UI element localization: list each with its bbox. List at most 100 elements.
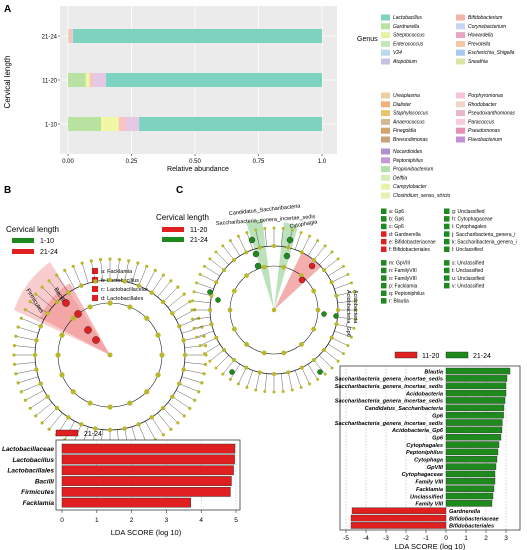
panel-b-cladogram-branch	[138, 266, 147, 286]
panel-c-cladogram-node	[236, 382, 240, 386]
panel-a-bar-segment	[101, 117, 119, 131]
panel-c-cladogram-node	[299, 231, 303, 235]
panel-a-bar-segment	[68, 117, 102, 131]
panel-c-cladogram-node	[214, 280, 219, 285]
panel-c-clade-key-label: o: FamilyVIII	[389, 276, 417, 282]
panel-c-bar	[445, 375, 508, 382]
panel-b-cladogram-node	[59, 332, 65, 338]
panel-c-bar	[445, 478, 496, 485]
panel-b-cladogram-branch	[41, 407, 58, 424]
panel-b-bar-label: Bacilli	[35, 478, 54, 485]
panel-c-clado-legend-label-1: 11-20	[190, 227, 207, 234]
panel-c-clade-key-swatch	[381, 275, 387, 281]
panel-a-xtick-label: 0.50	[189, 159, 201, 165]
panel-c-cladogram-node-highlight	[254, 262, 262, 270]
panel-c-cladogram-branch	[215, 355, 229, 369]
panel-b-cladogram-node	[197, 390, 201, 394]
panel-c-cladogram-node	[330, 250, 334, 254]
panel-b-cladogram-node	[153, 268, 157, 272]
panel-c-cladogram-branch	[319, 355, 333, 369]
panel-c-cladogram-node	[286, 370, 291, 375]
panel-a-bar-segment	[68, 29, 69, 43]
panel-a-legend-swatch	[456, 110, 465, 117]
panel-b-cladogram-branch	[15, 336, 37, 341]
panel-a-legend-swatch	[381, 127, 390, 134]
panel-c-clade-key-label: a: Gp6	[389, 209, 404, 215]
panel-c-cladogram-node	[231, 288, 237, 294]
panel-a-ytick-label: 11-20	[42, 79, 58, 85]
panel-c-cladogram-node	[245, 385, 249, 389]
panel-b-cladogram-branch	[184, 345, 206, 348]
panel-c-cladogram-node	[329, 335, 334, 340]
panel-c-cladogram-node	[257, 370, 262, 375]
panel-c-cladogram-branch	[209, 349, 225, 362]
panel-c-clade-key-swatch	[444, 208, 450, 214]
panel-c-cladogram-node-highlight	[283, 252, 291, 260]
panel-b-cladogram-node	[28, 406, 32, 410]
panel-b-clade-key-swatch	[92, 286, 98, 292]
panel-b-cladogram-node	[149, 290, 154, 295]
panel-c-cladogram-node	[336, 359, 340, 363]
panel-c-cladogram-node	[245, 231, 249, 235]
panel-b-cladogram-branch	[18, 376, 39, 384]
panel-a-legend-label: Paracoccus	[468, 119, 495, 125]
panel-c-bar	[445, 463, 497, 470]
panel-c-cladogram-node-highlight	[229, 369, 235, 375]
panel-c-clade-key-swatch	[444, 216, 450, 222]
panel-b-cladogram-node	[108, 257, 112, 261]
panel-c-bar-legend-label-2: 21-24	[473, 353, 491, 360]
panel-c-bar	[445, 389, 507, 397]
panel-c-cladogram-node-highlight	[317, 369, 323, 375]
panel-c-cladogram-branch	[301, 367, 310, 384]
panel-b-cladogram-node	[45, 394, 50, 399]
panel-c-cladogram-branch	[194, 324, 212, 329]
panel-c-cladogram-node	[195, 281, 199, 285]
panel-b-cladogram-node	[79, 422, 84, 427]
panel-a-bar-segment	[139, 117, 322, 131]
panel-a-xtick-label: 0.75	[253, 159, 265, 165]
panel-a-legend-swatch	[381, 14, 390, 21]
panel-a-legend-swatch	[456, 14, 465, 21]
panel-c-cladogram-node	[299, 365, 304, 370]
panel-b-cladogram-node	[160, 405, 166, 411]
panel-b-cladogram-node	[144, 389, 150, 395]
panel-c-cladogram-node	[244, 273, 249, 278]
panel-c-cladogram-node-highlight	[207, 289, 213, 295]
panel-a-legend-label: Ureaplasma	[393, 93, 420, 99]
panel-c-cladogram-branch	[294, 232, 302, 250]
panel-b-cladogram-node	[181, 367, 186, 372]
panel-c-cladogram-branch	[307, 240, 318, 256]
panel-c-bar-label: Family VIII	[415, 480, 443, 486]
panel-c-cladogram-node	[299, 342, 304, 347]
panel-c-cladogram-node	[191, 299, 195, 303]
panel-c-cladogram-node	[254, 388, 258, 392]
panel-b-cladogram-node	[176, 421, 180, 425]
panel-b-cladogram-branch	[157, 412, 172, 430]
panel-a-legend-label: Campylobacter	[393, 184, 427, 190]
panel-b-cladogram-branch	[124, 260, 129, 282]
panel-b-legend-swatch-2	[12, 249, 34, 254]
panel-c-cladogram-node	[349, 281, 353, 285]
panel-b-cladogram-node	[19, 390, 23, 394]
panel-c-xtick-label: 0	[444, 535, 448, 542]
panel-c-clade-key-label: e: Bifidobacteriaceae	[389, 239, 436, 245]
panel-b-cladogram-node	[98, 257, 103, 262]
panel-a-legend-label: Brevundimonas	[393, 137, 428, 143]
panel-c-bar-label: Blautia	[424, 369, 443, 375]
panel-c-bar-legend-swatch-2	[445, 351, 469, 359]
panel-b-bar-label: Firmicutes	[21, 489, 54, 496]
panel-b-cladogram-node	[89, 259, 93, 263]
panel-c-cladogram-branch	[280, 373, 284, 392]
panel-c-cladogram-node	[228, 239, 232, 243]
panel-a-bar-segment	[106, 73, 322, 87]
panel-c-clade-highlight-cytophagia	[274, 222, 298, 310]
panel-b-cladogram-branch	[117, 259, 120, 281]
panel-c-bar	[445, 426, 503, 434]
panel-b-cladogram-node	[197, 316, 201, 320]
panel-c-clade-key-label: j: Saccharibacteria_genera_i	[451, 232, 515, 238]
panel-c-cladogram-node	[261, 264, 267, 270]
panel-b-cladogram-node	[170, 311, 175, 316]
panel-b: Cervical length 1-10 21-24 a: Facklamiab…	[2, 225, 241, 537]
panel-b-cladogram-node	[34, 292, 38, 296]
panel-b-cladogram-branch	[179, 318, 199, 327]
